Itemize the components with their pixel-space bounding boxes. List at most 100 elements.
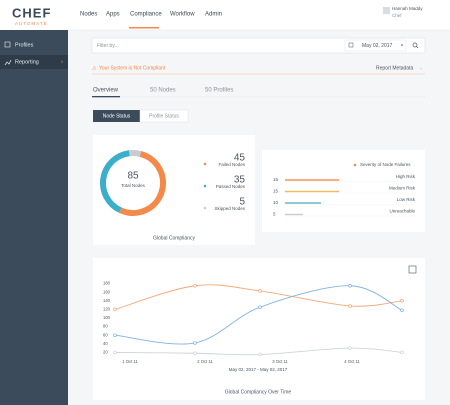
toggle-active[interactable] [93, 110, 140, 122]
nav-item[interactable]: Workflow [170, 12, 195, 18]
y-tick-label: 140 [103, 298, 111, 303]
y-tick-label: 80 [103, 324, 108, 329]
export-icon[interactable] [408, 265, 417, 274]
logo-sub: AUTOMATE [15, 21, 48, 26]
nav-item[interactable]: Admin [205, 12, 222, 18]
legend-dot [203, 162, 207, 166]
nav-item[interactable]: Compliance [130, 12, 162, 18]
alert-icon: ⚠ [92, 65, 97, 71]
date[interactable]: May 02, 2017 [362, 43, 393, 49]
header [0, 0, 450, 30]
bar-value: 15 [273, 177, 279, 182]
bar-value: 15 [273, 189, 279, 194]
sidebar-item[interactable]: Profiles [15, 42, 34, 48]
total: 85 [127, 171, 139, 182]
legend-value: 45 [234, 153, 246, 164]
nav: Nodes Apps Compliance Workflow Admin [80, 12, 222, 29]
y-tick-label: 120 [103, 307, 111, 312]
sidebar-item[interactable]: Reporting [15, 59, 39, 65]
bar-value: 5 [273, 212, 276, 217]
dropdown: ▾ [401, 43, 403, 48]
y-tick-label: 60 [103, 332, 108, 337]
legend-dot [353, 163, 357, 167]
x-tick-label: 2 Oct 11 [197, 359, 213, 364]
y-tick-label: 100 [103, 315, 111, 320]
alert-link[interactable]: Report Metadata [376, 65, 413, 71]
point [113, 333, 117, 337]
y-tick-label: 20 [103, 350, 108, 355]
nav-item[interactable]: Nodes [80, 12, 97, 18]
tab[interactable]: 50 Nodes [150, 88, 176, 94]
point [193, 351, 197, 356]
x-tick-label: 3 Oct 11 [272, 359, 288, 364]
point [258, 289, 262, 293]
bar [285, 213, 303, 216]
legend-dot [203, 206, 207, 210]
chevron: › [61, 60, 63, 66]
legend-label: Failed Nodes [218, 162, 245, 167]
tab[interactable]: Overview [93, 88, 119, 94]
icon [4, 59, 12, 66]
card-title: Severity of Node Failures [360, 162, 411, 167]
search-icon [416, 46, 419, 49]
legend-value: 5 [239, 197, 245, 208]
tab-active [92, 96, 120, 98]
card [93, 135, 255, 245]
total-label: Total Nodes [121, 183, 146, 188]
filter-bar[interactable] [91, 37, 426, 54]
alert-message: Your System is Not Compliant [99, 65, 166, 71]
user-name[interactable]: Hannah Maddy [392, 6, 423, 11]
point [348, 304, 352, 308]
icon [348, 42, 354, 48]
bar-label: High Risk [396, 174, 416, 179]
point [193, 284, 197, 288]
card [93, 258, 425, 400]
user-org: Chef [392, 13, 402, 18]
search-icon[interactable] [412, 42, 418, 48]
sidebar [0, 30, 68, 405]
toggle-inactive[interactable] [139, 109, 189, 123]
bar-label: Unreachable [389, 209, 415, 214]
point [258, 352, 262, 357]
bar [285, 202, 321, 204]
point [258, 305, 262, 310]
donut-segment [100, 150, 130, 213]
bar [285, 190, 339, 193]
avatar[interactable] [383, 7, 390, 14]
bar [285, 179, 339, 181]
bar-label: Low Risk [397, 197, 416, 202]
point [113, 350, 117, 355]
sidebar-active [0, 55, 68, 69]
arrow: → [418, 65, 423, 71]
point [400, 308, 404, 313]
toggle-option[interactable]: Profile Status [149, 113, 179, 119]
bar-value: 10 [273, 200, 279, 205]
y-tick-label: 40 [103, 341, 108, 346]
point [348, 284, 352, 288]
point [193, 341, 197, 345]
tab[interactable]: 50 Profiles [205, 88, 233, 94]
point [400, 299, 404, 303]
date-range: May 02, 2017 - May 02, 2017 [229, 367, 288, 372]
nav-item[interactable]: Apps [106, 12, 120, 18]
icon [4, 41, 11, 48]
card-title: Global Compliancy [153, 235, 195, 241]
y-tick-label: 160 [103, 289, 111, 294]
toggle-option[interactable]: Node Status [103, 113, 131, 119]
legend-label: Passed Nodes [216, 184, 246, 189]
legend-dot [203, 184, 207, 188]
bar-label: Medium Risk [389, 186, 416, 191]
date-picker[interactable] [344, 39, 407, 52]
logo: CHEF [12, 5, 51, 20]
filter-placeholder[interactable]: Filter by... [97, 43, 119, 49]
y-tick-label: 180 [103, 281, 111, 286]
x-tick-label: 1 Oct 11 [122, 359, 138, 364]
x-tick-label: 4 Oct 11 [344, 359, 360, 364]
point [348, 346, 352, 350]
card-title: Global Compliancy Over Time [225, 389, 292, 395]
point [113, 307, 117, 312]
donut-segment [119, 151, 166, 216]
point [400, 350, 404, 355]
donut-segment [129, 150, 142, 157]
